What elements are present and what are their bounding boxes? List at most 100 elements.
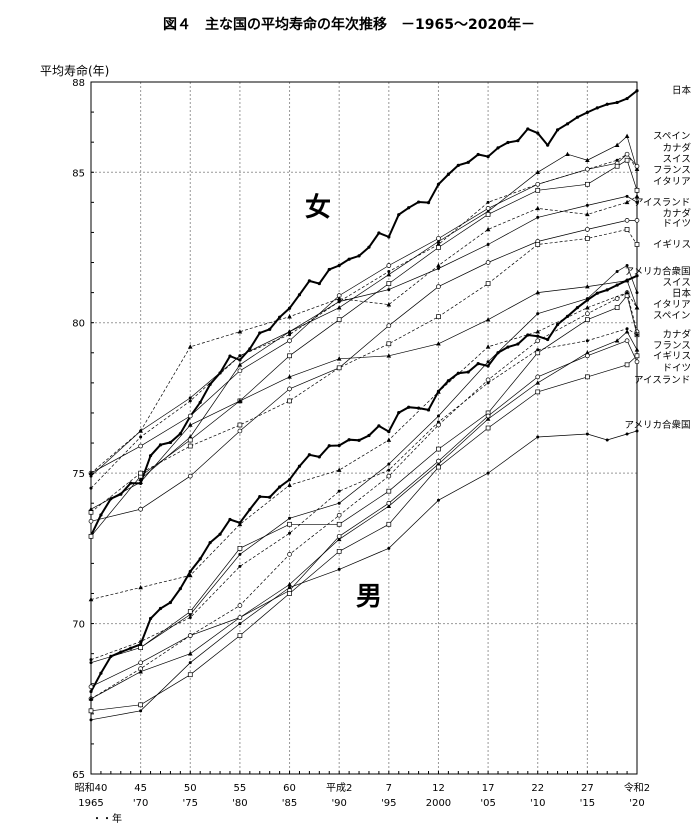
data-point	[585, 339, 589, 343]
data-point	[187, 572, 193, 578]
data-point	[486, 364, 490, 368]
data-point	[188, 396, 192, 400]
data-point	[387, 430, 391, 434]
series-end-label: スペイン	[653, 311, 690, 322]
data-point	[624, 157, 630, 163]
data-point	[138, 476, 143, 481]
data-point	[99, 671, 103, 675]
x-tick-year: '70	[133, 798, 148, 809]
data-point	[337, 567, 341, 571]
data-point	[336, 533, 342, 539]
data-point	[485, 206, 491, 211]
data-point	[138, 660, 143, 666]
data-point	[456, 163, 460, 167]
data-point	[624, 218, 630, 223]
data-point	[536, 312, 540, 316]
data-point	[565, 314, 570, 318]
series-line	[90, 340, 638, 688]
series-line	[90, 274, 638, 693]
data-point	[485, 344, 491, 349]
data-point	[237, 329, 243, 334]
data-point	[178, 432, 182, 436]
data-point	[485, 281, 491, 286]
data-point	[158, 443, 163, 447]
data-point	[238, 564, 242, 568]
data-point	[287, 482, 292, 487]
data-point	[417, 200, 421, 204]
data-point	[625, 264, 629, 268]
group-label-male: 男	[356, 582, 382, 612]
data-point	[237, 362, 243, 367]
x-tick-era: 22	[531, 783, 544, 794]
data-point	[535, 187, 541, 193]
data-point	[287, 581, 292, 587]
data-point	[535, 350, 541, 356]
data-point	[268, 495, 272, 499]
data-point	[138, 470, 143, 476]
data-point	[635, 333, 639, 337]
data-point	[237, 603, 243, 608]
data-point	[386, 323, 392, 329]
data-point	[614, 163, 620, 169]
data-point	[436, 420, 440, 424]
data-point	[536, 215, 540, 219]
data-point	[585, 297, 589, 301]
data-point	[615, 283, 619, 287]
data-point	[377, 231, 381, 235]
data-point	[386, 353, 392, 358]
data-point	[585, 284, 590, 289]
series-end-label: アイスランド	[634, 375, 690, 386]
data-point	[88, 533, 94, 539]
data-point	[624, 227, 630, 232]
data-point	[336, 296, 342, 301]
data-point	[237, 545, 243, 551]
data-point	[635, 167, 639, 171]
data-point	[89, 661, 93, 665]
data-point	[278, 485, 282, 489]
data-point	[535, 329, 541, 334]
data-point	[476, 362, 480, 366]
data-point	[585, 353, 590, 359]
data-point	[287, 398, 292, 404]
data-point	[624, 329, 630, 334]
data-point	[634, 242, 640, 247]
data-point	[585, 227, 590, 232]
data-point	[506, 345, 510, 349]
data-point	[336, 536, 342, 542]
data-point	[89, 658, 93, 662]
data-point	[476, 152, 480, 157]
data-point	[387, 270, 391, 274]
data-point	[436, 464, 441, 470]
data-point	[585, 311, 590, 317]
data-point	[208, 541, 212, 545]
series-end-label: イタリア	[653, 300, 691, 311]
data-point	[287, 306, 292, 310]
data-point	[625, 432, 629, 436]
data-point	[138, 669, 143, 674]
data-point	[436, 263, 441, 268]
series-end-label: カナダ	[663, 142, 692, 154]
data-point	[535, 205, 541, 211]
data-point	[585, 166, 590, 172]
data-point	[486, 471, 490, 475]
x-tick-era: 60	[283, 783, 296, 794]
data-point	[238, 358, 242, 362]
data-point	[585, 211, 590, 217]
data-point	[386, 521, 392, 527]
x-tick-era: 17	[482, 783, 495, 794]
data-point	[436, 314, 441, 320]
data-point	[138, 506, 143, 512]
data-point	[138, 443, 143, 449]
data-point	[387, 288, 391, 292]
data-point	[605, 288, 609, 292]
data-point	[516, 342, 520, 346]
data-point	[347, 257, 351, 261]
data-point	[426, 408, 431, 412]
data-point	[615, 100, 619, 105]
data-point	[387, 462, 391, 466]
data-point	[615, 270, 619, 274]
data-point	[526, 127, 530, 131]
end-labels: 日本スペインカナダスイスフランスイタリアアイスランドカナダドイツイギリスアメリカ…	[625, 85, 692, 431]
data-point	[624, 278, 630, 283]
